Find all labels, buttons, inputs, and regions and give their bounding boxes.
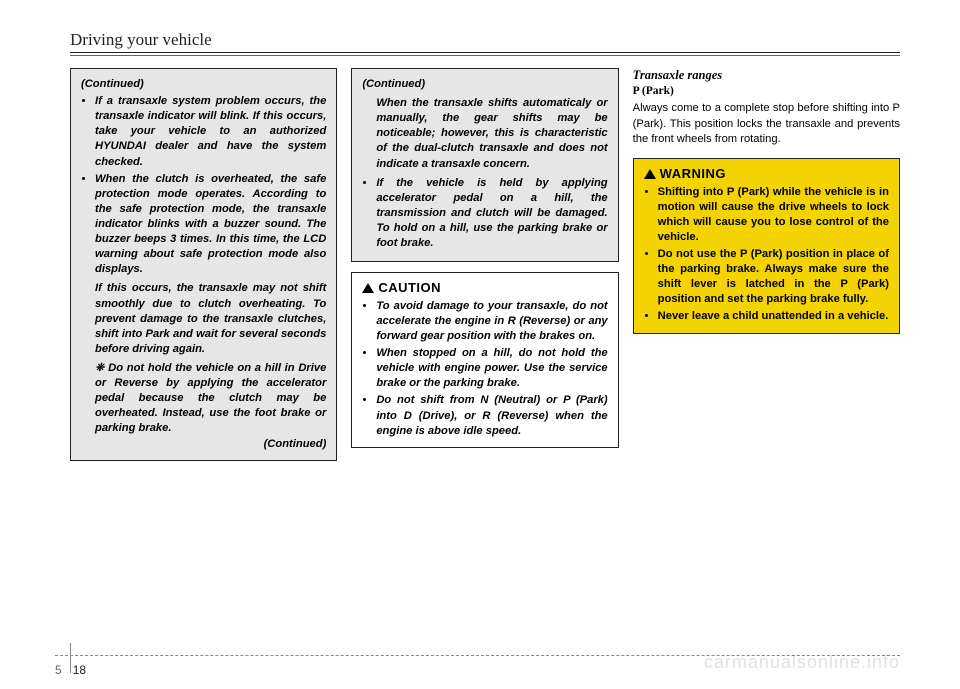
notice-paragraph: When the transaxle shifts automaticaly o… (376, 96, 607, 172)
warning-heading: WARNING (644, 165, 889, 183)
rule-bottom (70, 55, 900, 56)
notice-bullet: If the vehicle is held by applying accel… (376, 176, 607, 252)
continued-label: (Continued) (362, 77, 607, 92)
diamond-symbol: ❈ (95, 362, 104, 374)
page-number-value: 18 (73, 663, 86, 677)
footer-divider (70, 643, 71, 673)
warning-triangle-icon (644, 169, 656, 179)
column-1: (Continued) If a transaxle system proble… (70, 68, 337, 471)
continued-label: (Continued) (81, 437, 326, 452)
caution-heading-text: CAUTION (378, 280, 441, 295)
caution-bullet: To avoid damage to your transaxle, do no… (376, 299, 607, 344)
caution-box: CAUTION To avoid damage to your transaxl… (351, 272, 618, 448)
warning-triangle-icon (362, 283, 374, 293)
watermark: carmanualsonline.info (704, 652, 900, 673)
notice-diamond-bullet: ❈ Do not hold the vehicle on a hill in D… (81, 361, 326, 437)
notice-box-2: (Continued) When the transaxle shifts au… (351, 68, 618, 262)
content-columns: (Continued) If a transaxle system proble… (70, 68, 900, 471)
section-number: 5 (55, 663, 62, 677)
notice-bullet: If a transaxle system problem occurs, th… (95, 94, 326, 170)
warning-bullet: Never leave a child unattended in a vehi… (658, 309, 889, 324)
warning-bullet: Shifting into P (Park) while the vehicle… (658, 185, 889, 245)
subsection-heading: P (Park) (633, 85, 900, 97)
warning-heading-text: WARNING (660, 166, 726, 181)
column-3: Transaxle ranges P (Park) Always come to… (633, 68, 900, 471)
warning-box: WARNING Shifting into P (Park) while the… (633, 158, 900, 334)
page-number: 5 18 (55, 663, 86, 677)
notice-paragraph: If this occurs, the transaxle may not sh… (95, 281, 326, 357)
caution-bullet: When stopped on a hill, do not hold the … (376, 346, 607, 391)
rule-top (70, 52, 900, 53)
caution-bullet: Do not shift from N (Neutral) or P (Park… (376, 393, 607, 438)
section-heading: Transaxle ranges (633, 68, 900, 83)
column-2: (Continued) When the transaxle shifts au… (351, 68, 618, 471)
notice-diamond-text: Do not hold the vehicle on a hill in Dri… (95, 362, 326, 434)
continued-label: (Continued) (81, 77, 326, 92)
notice-box-1: (Continued) If a transaxle system proble… (70, 68, 337, 461)
body-paragraph: Always come to a complete stop before sh… (633, 101, 900, 148)
caution-heading: CAUTION (362, 279, 607, 297)
chapter-title: Driving your vehicle (70, 30, 900, 50)
notice-bullet: When the clutch is overheated, the safe … (95, 172, 326, 278)
warning-bullet: Do not use the P (Park) position in plac… (658, 247, 889, 307)
